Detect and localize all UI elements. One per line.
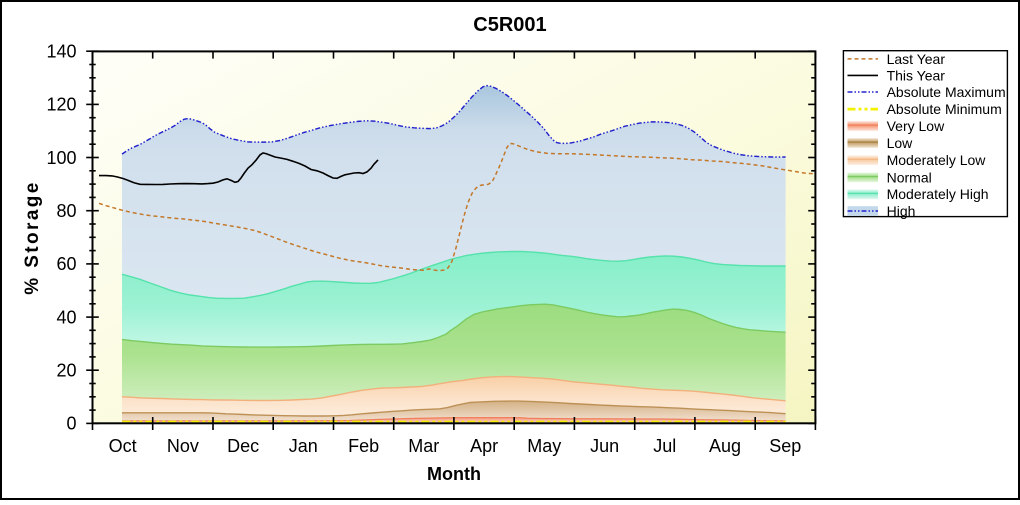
svg-text:40: 40 bbox=[56, 307, 76, 327]
svg-text:Very Low: Very Low bbox=[887, 118, 945, 134]
svg-text:C5R001: C5R001 bbox=[473, 14, 546, 36]
svg-text:Mar: Mar bbox=[408, 436, 439, 456]
svg-text:Low: Low bbox=[887, 135, 914, 151]
svg-text:Normal: Normal bbox=[887, 169, 932, 185]
svg-text:Dec: Dec bbox=[227, 436, 259, 456]
svg-text:Apr: Apr bbox=[470, 436, 498, 456]
svg-text:Jan: Jan bbox=[289, 436, 318, 456]
svg-text:Aug: Aug bbox=[709, 436, 741, 456]
svg-text:100: 100 bbox=[46, 148, 76, 168]
svg-text:Month: Month bbox=[427, 464, 481, 484]
svg-text:Moderately High: Moderately High bbox=[887, 186, 989, 202]
svg-text:This Year: This Year bbox=[887, 67, 946, 83]
svg-text:Oct: Oct bbox=[109, 436, 137, 456]
svg-text:Jul: Jul bbox=[653, 436, 676, 456]
svg-text:80: 80 bbox=[56, 201, 76, 221]
svg-text:% Storage: % Storage bbox=[22, 180, 43, 295]
svg-text:20: 20 bbox=[56, 361, 76, 381]
svg-text:140: 140 bbox=[46, 42, 76, 62]
svg-text:Last Year: Last Year bbox=[887, 51, 946, 67]
svg-text:High: High bbox=[887, 203, 916, 219]
svg-text:Moderately Low: Moderately Low bbox=[887, 152, 987, 168]
svg-text:May: May bbox=[527, 436, 561, 456]
svg-text:Absolute Minimum: Absolute Minimum bbox=[887, 101, 1002, 117]
svg-text:120: 120 bbox=[46, 95, 76, 115]
svg-text:Absolute Maximum: Absolute Maximum bbox=[887, 84, 1006, 100]
svg-text:Sep: Sep bbox=[769, 436, 801, 456]
svg-text:0: 0 bbox=[66, 414, 76, 434]
svg-text:Feb: Feb bbox=[348, 436, 379, 456]
svg-text:Nov: Nov bbox=[167, 436, 199, 456]
svg-text:Jun: Jun bbox=[590, 436, 619, 456]
svg-text:60: 60 bbox=[56, 254, 76, 274]
